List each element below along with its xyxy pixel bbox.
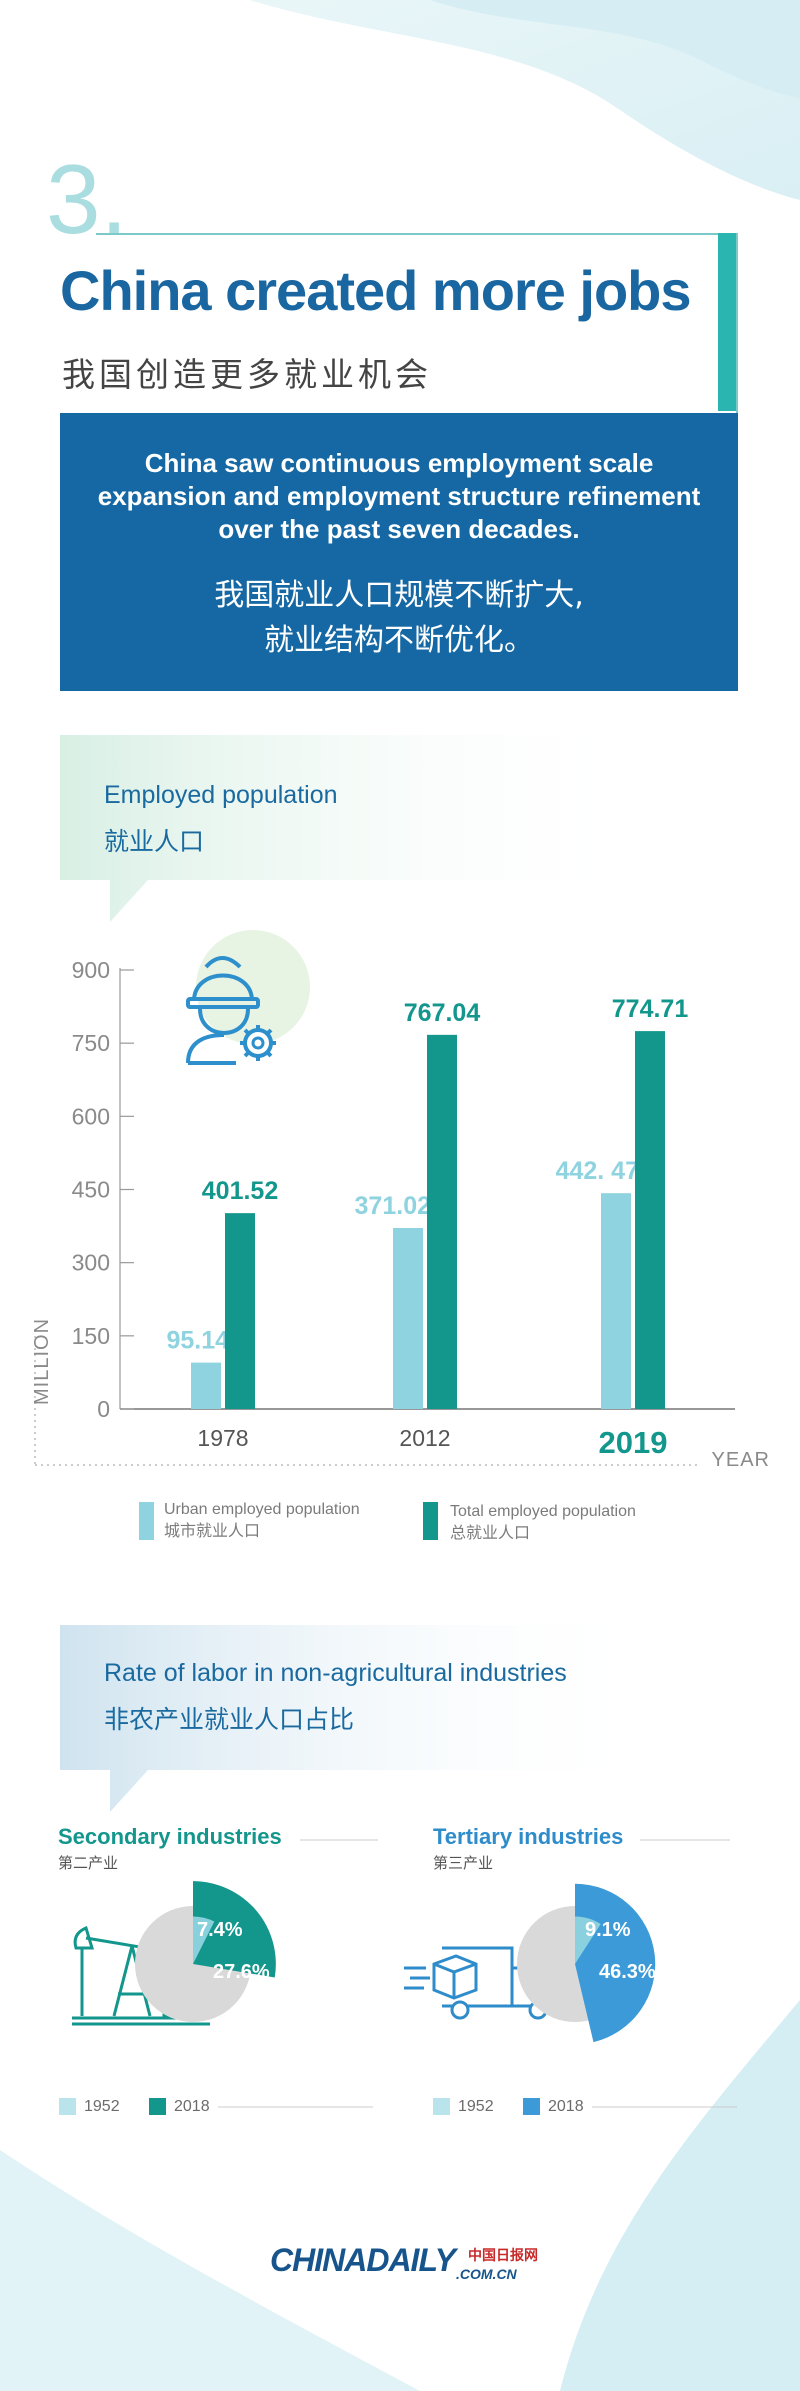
pie-label-1952: 7.4% <box>197 1919 243 1941</box>
secondary-industries-title: Secondary industries <box>58 1824 282 1849</box>
secondary-legend-swatch-1952 <box>59 2098 76 2115</box>
y-tick-label: 150 <box>72 1323 110 1349</box>
worker-with-gear-icon <box>186 956 276 1065</box>
legend-total-en: Total employed population <box>450 1503 636 1520</box>
data-label-total-1978: 401.52 <box>202 1177 278 1205</box>
legend-urban-zh: 城市就业人口 <box>164 1521 261 1540</box>
x-tick-label-2012: 2012 <box>399 1425 450 1451</box>
bar-total-2019 <box>635 1031 665 1409</box>
pie-slice-1952 <box>575 1916 601 1964</box>
legend-swatch-total <box>423 1502 438 1540</box>
chinadaily-logo-domain: .COM.CN <box>456 2266 517 2282</box>
tertiary-industries-title: Tertiary industries <box>433 1824 624 1849</box>
section-number: 3. <box>46 144 128 254</box>
bar-urban-2012 <box>393 1228 423 1409</box>
pie-label-2018: 46.3% <box>599 1961 656 1983</box>
y-tick-label: 600 <box>72 1103 110 1129</box>
chinadaily-logo-chinese: 中国日报网 <box>468 2248 538 2264</box>
employed-section-label-chinese: 就业人口 <box>104 827 205 856</box>
tertiary-legend-swatch-1952 <box>433 2098 450 2115</box>
secondary-industries-pie-chart: 7.4% 27.6% <box>135 1881 276 2022</box>
secondary-legend-swatch-2018 <box>149 2098 166 2115</box>
x-axis-title: YEAR <box>712 1449 770 1471</box>
y-tick-label: 450 <box>72 1177 110 1203</box>
pie-slice-2018 <box>193 1881 276 1978</box>
x-tick-label-1978: 1978 <box>197 1425 248 1451</box>
legend-urban-en: Urban employed population <box>164 1501 360 1518</box>
tertiary-legend-rule <box>592 2106 737 2108</box>
labor-section-label: Rate of labor in non-agricultural indust… <box>104 1659 567 1687</box>
y-tick-label: 0 <box>97 1396 110 1422</box>
pie-label-2018: 27.6% <box>213 1961 270 1983</box>
secondary-title-rule <box>300 1839 378 1841</box>
bar-total-1978 <box>225 1213 255 1409</box>
pie-slice-1952 <box>193 1916 215 1964</box>
data-label-urban-1978: 95.14 <box>166 1327 229 1355</box>
title-accent-bar <box>718 233 736 411</box>
secondary-legend-rule <box>218 2106 373 2108</box>
tertiary-industries-title-chinese: 第三产业 <box>433 1854 494 1872</box>
labor-section-label-chinese: 非农产业就业人口占比 <box>104 1705 355 1734</box>
bar-total-2012 <box>427 1034 457 1409</box>
page-title: China created more jobs <box>60 259 692 322</box>
summary-text-en: China saw continuous employment scale ex… <box>97 448 701 544</box>
data-label-urban-2019: 442. 47 <box>556 1157 639 1185</box>
legend-total-zh: 总就业人口 <box>450 1523 531 1542</box>
tertiary-legend-2018: 2018 <box>548 2098 584 2115</box>
x-tick-label-2019: 2019 <box>599 1425 668 1460</box>
data-label-urban-2012: 371.02 <box>355 1192 431 1220</box>
data-label-total-2019: 774.71 <box>612 995 689 1023</box>
legend-total: Total employed population 总就业人口 <box>450 1501 636 1543</box>
data-label-total-2012: 767.04 <box>404 999 481 1027</box>
title-frame <box>96 233 738 413</box>
summary-text-zh-line1: 我国就业人口规模不断扩大, <box>214 578 584 613</box>
chinadaily-logo: CHINADAILY <box>270 2242 456 2278</box>
summary-box: China saw continuous employment scale ex… <box>60 413 738 691</box>
secondary-legend-1952: 1952 <box>84 2098 120 2115</box>
summary-text-zh: 我国就业人口规模不断扩大, 就业结构不断优化。 <box>90 573 708 663</box>
employed-population-bar-chart: 0 150 300 450 600 750 900 MILLION YEAR 95.14 401.5… <box>31 957 770 1471</box>
tertiary-title-rule <box>640 1839 730 1841</box>
page-title-chinese: 我国创造更多就业机会 <box>62 355 432 394</box>
tertiary-legend-1952: 1952 <box>458 2098 494 2115</box>
summary-text-zh-line2: 就业结构不断优化。 <box>264 623 534 658</box>
tertiary-legend-swatch-2018 <box>523 2098 540 2115</box>
y-tick-label: 300 <box>72 1250 110 1276</box>
secondary-legend-2018: 2018 <box>174 2098 210 2115</box>
legend-swatch-urban <box>139 1502 154 1540</box>
bar-urban-1978 <box>191 1362 221 1409</box>
legend-urban: Urban employed population 城市就业人口 <box>164 1499 360 1541</box>
y-axis-title: MILLION <box>31 1318 53 1405</box>
employed-section-label: Employed population <box>104 781 338 809</box>
pie-label-1952: 9.1% <box>585 1919 631 1941</box>
tertiary-industries-pie-chart: 9.1% 46.3% <box>517 1883 656 2043</box>
y-tick-label: 900 <box>72 957 110 983</box>
bar-urban-2019 <box>601 1193 631 1409</box>
y-tick-label: 750 <box>72 1030 110 1056</box>
secondary-industries-title-chinese: 第二产业 <box>58 1854 119 1872</box>
